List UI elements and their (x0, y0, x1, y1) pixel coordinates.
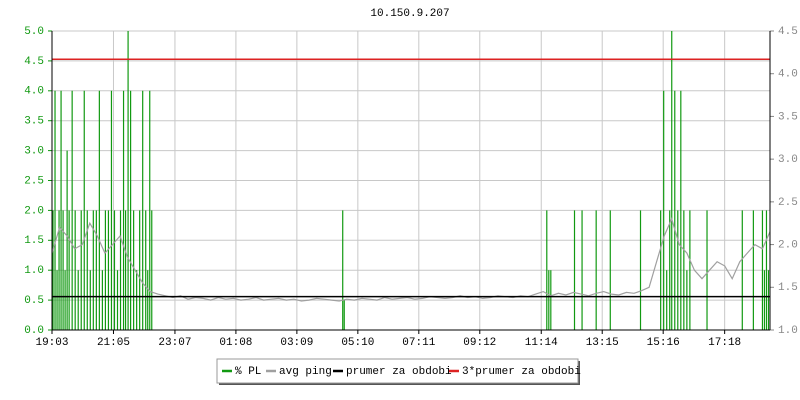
x-tick-label: 15:16 (647, 337, 680, 349)
y2-tick-label: 1.5 (778, 282, 798, 294)
y-tick-label: 1.0 (24, 265, 44, 277)
legend-label: % PL (235, 366, 261, 378)
y-tick-label: 1.5 (24, 235, 44, 247)
y-tick-label: 2.0 (24, 205, 44, 217)
y2-tick-label: 3.0 (778, 154, 798, 166)
y-tick-label: 2.5 (24, 175, 44, 187)
x-tick-label: 07:11 (402, 337, 435, 349)
y-tick-label: 0.5 (24, 295, 44, 307)
legend (216, 358, 579, 384)
y-tick-label: 3.0 (24, 146, 44, 158)
x-tick-label: 11:14 (525, 337, 558, 349)
legend-label: avg ping (279, 366, 332, 378)
x-tick-label: 05:10 (341, 337, 374, 349)
y2-tick-label: 4.0 (778, 69, 798, 81)
x-tick-label: 03:09 (280, 337, 313, 349)
x-tick-label: 01:08 (219, 337, 252, 349)
legend-label: prumer za obdobi (346, 366, 452, 378)
y2-tick-label: 2.0 (778, 239, 798, 251)
chart-title: 10.150.9.207 (370, 8, 449, 20)
legend-label: 3*prumer za obdobi (462, 366, 581, 378)
x-tick-label: 21:05 (97, 337, 130, 349)
y2-tick-label: 4.5 (778, 26, 798, 38)
y-tick-label: 0.0 (24, 325, 44, 337)
x-tick-label: 19:03 (35, 337, 68, 349)
x-tick-label: 09:12 (463, 337, 496, 349)
x-tick-label: 13:15 (586, 337, 619, 349)
y-tick-label: 4.5 (24, 56, 44, 68)
x-tick-label: 17:18 (708, 337, 741, 349)
y-tick-label: 3.5 (24, 116, 44, 128)
y2-tick-label: 3.5 (778, 111, 798, 123)
y2-tick-label: 2.5 (778, 197, 798, 209)
y-tick-label: 4.0 (24, 86, 44, 98)
y-tick-label: 5.0 (24, 26, 44, 38)
x-tick-label: 23:07 (158, 337, 191, 349)
y2-tick-label: 1.0 (778, 325, 798, 337)
